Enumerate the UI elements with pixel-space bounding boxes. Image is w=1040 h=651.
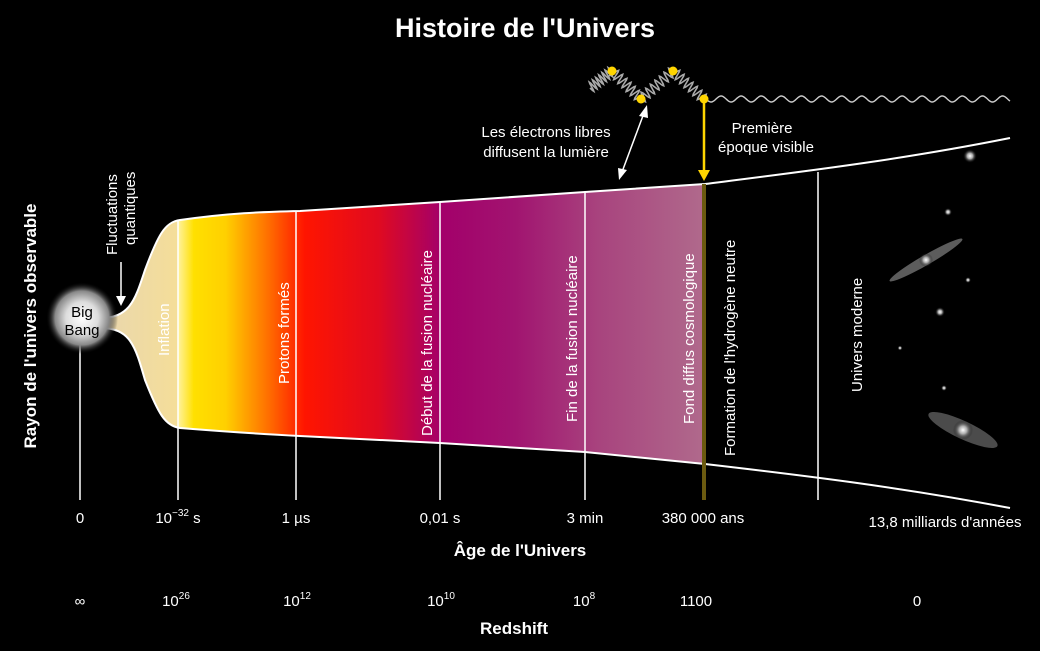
big-bang-label-2: Bang xyxy=(64,322,99,339)
inflation-region xyxy=(100,220,180,428)
age-tick-2: 1 µs xyxy=(282,510,311,527)
era-label-fusion-end: Fin de la fusion nucléaire xyxy=(564,255,581,422)
free-photon-wave xyxy=(705,95,1011,103)
first-visible-label-1: Première xyxy=(732,120,793,137)
free-electrons-arrow xyxy=(621,112,645,173)
first-visible-label-2: époque visible xyxy=(718,139,814,156)
redshift-tick-6: 0 xyxy=(913,593,921,610)
star-3 xyxy=(965,277,971,283)
photon-scatter-path xyxy=(587,65,708,104)
redshift-tick-5: 1100 xyxy=(680,593,712,610)
star-6 xyxy=(941,385,947,391)
redshift-tick-4: 108 xyxy=(573,591,596,610)
era-label-cmb: Fond diffus cosmologique xyxy=(681,253,698,424)
age-tick-4: 3 min xyxy=(567,510,604,527)
star-2 xyxy=(944,208,952,216)
universe-expansion-band xyxy=(178,184,705,464)
star-4 xyxy=(935,307,945,317)
upper-boundary-curve xyxy=(99,137,1011,319)
star-5 xyxy=(897,345,903,351)
redshift-tick-1: 1026 xyxy=(162,591,190,610)
fluctuations-label-2: quantiques xyxy=(122,172,139,245)
electron-dot-4 xyxy=(699,94,709,104)
free-electrons-label-1: Les électrons libres xyxy=(481,124,610,141)
x-axis-label: Âge de l'Univers xyxy=(454,541,587,560)
diagram-title: Histoire de l'Univers xyxy=(395,13,655,43)
star-1 xyxy=(963,149,977,163)
free-electrons-arrowhead-bottom xyxy=(618,168,627,180)
free-electrons-arrowhead-top xyxy=(639,105,648,118)
era-label-neutral-hydrogen: Formation de l'hydrogène neutre xyxy=(722,240,739,456)
age-tick-5: 380 000 ans xyxy=(662,510,745,527)
age-tick-1: 10−32 s xyxy=(155,508,200,527)
redshift-label: Redshift xyxy=(480,619,548,638)
electron-dot-1 xyxy=(607,66,617,76)
redshift-tick-0: ∞ xyxy=(75,593,86,610)
big-bang-label-1: Big xyxy=(71,304,93,321)
age-tick-0: 0 xyxy=(76,510,84,527)
era-label-modern: Univers moderne xyxy=(849,278,866,392)
electron-dot-2 xyxy=(636,94,646,104)
y-axis-label: Rayon de l'univers observable xyxy=(21,204,40,449)
redshift-tick-2: 1012 xyxy=(283,591,311,610)
era-label-protons: Protons formés xyxy=(276,282,293,384)
age-tick-3: 0,01 s xyxy=(420,510,461,527)
lower-boundary-curve xyxy=(99,327,1011,509)
era-label-fusion-start: Début de la fusion nucléaire xyxy=(419,250,436,436)
first-visible-arrowhead xyxy=(698,170,710,181)
galaxy-core-1 xyxy=(919,253,933,267)
age-tick-6: 13,8 milliards d'années xyxy=(869,514,1022,531)
fluctuations-label-1: Fluctuations xyxy=(104,174,121,255)
galaxy-core-2 xyxy=(953,420,973,440)
era-label-inflation: Inflation xyxy=(156,303,173,356)
galaxies-and-stars xyxy=(889,149,998,449)
fluctuations-arrowhead xyxy=(116,296,126,306)
electron-dot-3 xyxy=(668,66,678,76)
redshift-tick-3: 1010 xyxy=(427,591,455,610)
big-bang-glow xyxy=(46,282,118,354)
free-electrons-label-2: diffusent la lumière xyxy=(483,144,609,161)
